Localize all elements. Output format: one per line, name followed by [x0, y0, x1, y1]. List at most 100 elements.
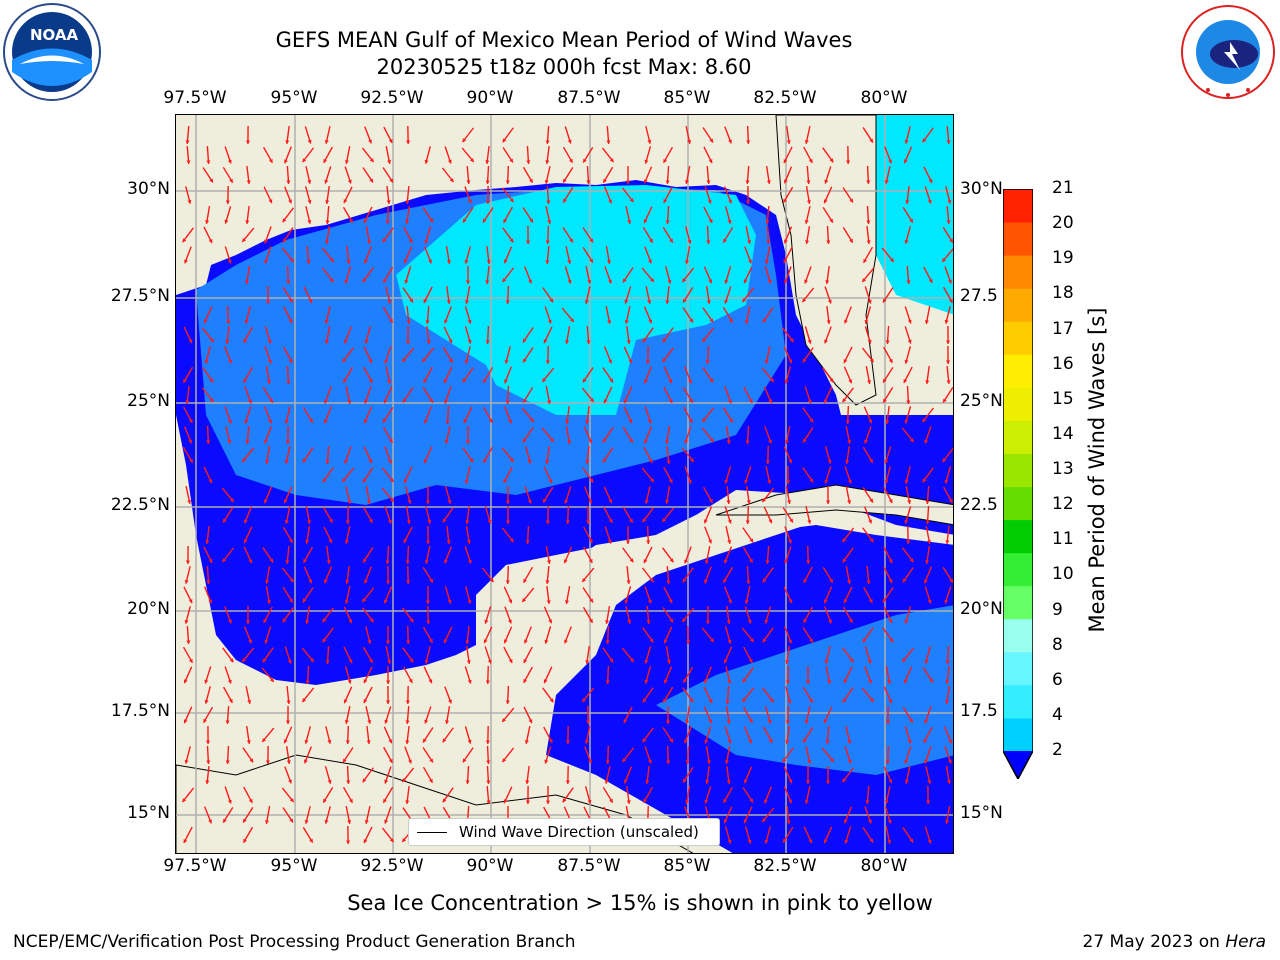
colorbar-tick-label: 10 — [1052, 564, 1074, 585]
wave-direction-arrow — [762, 567, 774, 583]
wave-direction-arrow — [924, 746, 932, 764]
wave-direction-arrow — [783, 166, 793, 184]
wave-direction-arrow — [465, 526, 471, 544]
wave-direction-arrow — [685, 745, 690, 765]
wave-direction-arrow — [405, 545, 410, 565]
wave-direction-arrow — [702, 367, 714, 383]
wave-direction-arrow — [182, 446, 194, 464]
wave-direction-arrow — [646, 525, 651, 545]
wave-direction-arrow — [685, 246, 691, 264]
wave-direction-arrow — [541, 427, 555, 443]
colorbar-segment — [1003, 321, 1033, 355]
wave-direction-arrow — [264, 346, 272, 364]
wave-direction-arrow — [882, 367, 894, 383]
wave-direction-arrow — [586, 325, 591, 345]
wave-direction-arrow — [643, 426, 653, 444]
wave-direction-arrow — [705, 605, 710, 625]
wave-direction-arrow — [382, 426, 394, 444]
wave-direction-arrow — [383, 586, 393, 604]
wave-direction-arrow — [785, 645, 790, 665]
wave-direction-arrow — [724, 286, 732, 304]
wave-direction-arrow — [786, 125, 791, 145]
wave-direction-arrow — [704, 566, 712, 584]
wave-direction-arrow — [505, 385, 510, 405]
wave-direction-arrow — [746, 485, 751, 505]
legend-line-icon — [417, 832, 447, 833]
wave-direction-arrow — [385, 646, 392, 664]
wave-direction-arrow — [485, 665, 490, 685]
wave-direction-arrow — [504, 366, 512, 384]
wave-direction-arrow — [403, 466, 413, 484]
wave-direction-arrow — [365, 626, 372, 644]
wave-direction-arrow — [426, 325, 431, 345]
wave-direction-arrow — [562, 146, 574, 164]
wave-direction-arrow — [923, 166, 933, 184]
colorbar — [1002, 188, 1034, 781]
wave-direction-arrow — [541, 367, 555, 383]
wave-direction-arrow — [765, 545, 770, 565]
wave-direction-arrow — [784, 626, 792, 644]
wave-direction-arrow — [902, 567, 914, 583]
wave-direction-arrow — [562, 187, 574, 203]
wave-direction-arrow — [645, 126, 652, 144]
wave-direction-arrow — [422, 747, 434, 763]
wave-direction-arrow — [203, 806, 213, 824]
wave-direction-arrow — [684, 166, 691, 184]
wave-direction-arrow — [344, 166, 352, 184]
wave-direction-arrow — [405, 705, 410, 725]
wave-direction-arrow — [625, 165, 631, 185]
wave-direction-arrow — [825, 265, 830, 285]
wave-direction-arrow — [565, 505, 570, 525]
wave-direction-arrow — [804, 326, 812, 344]
wave-direction-arrow — [825, 765, 831, 785]
wave-direction-arrow — [225, 325, 230, 345]
wave-direction-arrow — [606, 125, 611, 145]
wave-direction-arrow — [743, 646, 753, 664]
wave-direction-arrow — [881, 247, 895, 263]
wave-direction-arrow — [264, 626, 272, 644]
wave-direction-arrow — [203, 306, 213, 324]
wave-direction-arrow — [782, 507, 794, 523]
wave-direction-arrow — [225, 705, 230, 725]
wave-direction-arrow — [305, 665, 310, 685]
wave-direction-arrow — [621, 187, 635, 203]
wave-direction-arrow — [385, 545, 390, 565]
wave-direction-arrow — [585, 266, 592, 284]
wave-direction-arrow — [364, 386, 372, 404]
wave-direction-arrow — [542, 687, 554, 703]
wave-direction-arrow — [582, 367, 594, 383]
wave-direction-arrow — [503, 646, 513, 664]
wave-direction-arrow — [264, 326, 272, 344]
wave-direction-arrow — [283, 726, 293, 744]
wave-direction-arrow — [885, 826, 892, 844]
wave-direction-arrow — [842, 547, 854, 563]
wave-direction-arrow — [283, 486, 293, 504]
wave-direction-arrow — [724, 586, 732, 604]
wave-direction-arrow — [361, 587, 375, 603]
wave-direction-arrow — [404, 486, 412, 504]
wave-direction-arrow — [505, 285, 510, 305]
wave-direction-arrow — [803, 826, 813, 844]
wave-direction-arrow — [482, 366, 494, 384]
wave-direction-arrow — [924, 426, 932, 444]
wave-direction-arrow — [644, 646, 652, 664]
wave-direction-arrow — [823, 186, 833, 204]
wave-direction-arrow — [444, 386, 452, 404]
wave-direction-arrow — [801, 287, 815, 303]
wave-direction-arrow — [643, 306, 653, 324]
wave-direction-arrow — [406, 125, 411, 145]
wave-direction-arrow — [401, 347, 415, 363]
wave-direction-arrow — [761, 807, 775, 823]
wave-direction-arrow — [605, 745, 610, 765]
colorbar-segment — [1003, 618, 1033, 653]
wave-direction-arrow — [942, 387, 953, 403]
wave-direction-arrow — [265, 586, 271, 604]
wave-direction-arrow — [405, 785, 410, 805]
wave-direction-arrow — [942, 286, 953, 304]
wave-direction-arrow — [742, 527, 754, 543]
wave-direction-arrow — [265, 566, 271, 584]
wave-direction-arrow — [344, 446, 352, 464]
wave-direction-arrow — [384, 706, 392, 724]
wave-direction-arrow — [824, 286, 832, 304]
wave-direction-arrow — [824, 606, 832, 624]
